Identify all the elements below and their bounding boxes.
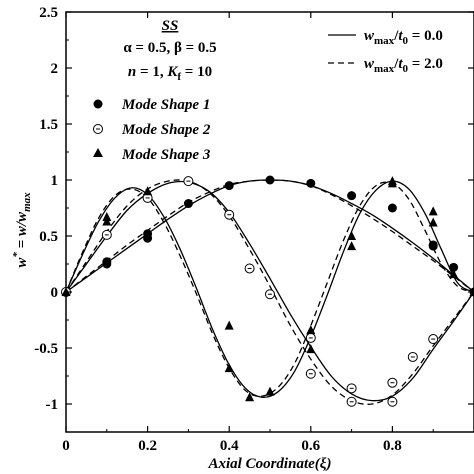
series-lines	[66, 179, 474, 405]
mode-2-point	[265, 289, 275, 300]
mode-3-solid-line	[66, 180, 474, 399]
mode-3-point-alt	[102, 216, 112, 226]
legend-dashed-label: wmax/t0 = 2.0	[364, 56, 443, 75]
mode-3-point	[347, 241, 357, 251]
series-markers	[61, 175, 474, 407]
mode-2-dashed-line	[66, 179, 474, 405]
mode-1-dashed-line	[66, 179, 474, 293]
mode-2-point	[183, 176, 194, 187]
mode-2-point	[346, 383, 357, 394]
mode-2-point	[407, 351, 418, 362]
mode-2-point	[305, 332, 316, 343]
y-tick-label: -1	[46, 397, 59, 413]
x-axis-label: Axial Coordinate(ξ)	[208, 456, 332, 472]
y-axis-label: w* = w/wmax	[11, 192, 33, 268]
legend-filled-circle-icon	[93, 99, 103, 109]
mode-3-point-alt	[224, 320, 234, 330]
x-axis-ticks: 0 0.2 0.4 0.6 0.8	[62, 12, 434, 454]
x-tick-label: 0.2	[138, 438, 157, 454]
mode-1-point	[306, 178, 316, 188]
mode-3-point	[449, 269, 459, 279]
mode-2-point	[244, 263, 255, 274]
mode-3-point	[428, 206, 438, 216]
mode-2-point-alt	[387, 396, 398, 407]
mode-2-point	[224, 209, 235, 220]
mode-3-point-alt	[428, 217, 438, 227]
y-tick-label: 1.5	[39, 117, 58, 133]
y-tick-label: 0.5	[39, 229, 58, 245]
mode-1-point	[347, 191, 357, 201]
mode-1-point-alt	[449, 262, 459, 272]
legend-solid-label: wmax/t0 = 0.0	[364, 28, 443, 47]
x-tick-label: 0.8	[383, 438, 402, 454]
mode-1-point	[387, 203, 397, 213]
mode-1-point	[183, 199, 193, 209]
y-tick-label: 2	[51, 61, 59, 77]
mode-3-point	[265, 386, 275, 396]
mode-2-solid-line	[66, 180, 474, 402]
annotation-title: SS	[162, 18, 179, 34]
mode-3-point-alt	[245, 392, 255, 402]
mode-3-point	[306, 344, 316, 354]
annotation-block: SS α = 0.5, β = 0.5 n = 1, Kf = 10	[123, 18, 216, 83]
mode-3-point-alt	[387, 178, 397, 188]
y-tick-label: -0.5	[34, 341, 58, 357]
mode-2-point	[387, 377, 398, 388]
mode-1-solid-line	[66, 179, 474, 293]
y-axis-ticks: -1 -0.5 0 0.5 1 1.5 2 2.5	[34, 5, 474, 433]
legend-triangle-icon	[93, 148, 103, 157]
mode-1-point-alt	[143, 233, 153, 243]
annotation-line-2: n = 1, Kf = 10	[128, 64, 212, 83]
line-legend: wmax/t0 = 0.0 wmax/t0 = 2.0	[328, 28, 443, 75]
y-tick-label: 2.5	[39, 5, 58, 21]
legend-mode-1-label: Mode Shape 1	[121, 97, 210, 113]
legend-mode-2-label: Mode Shape 2	[121, 122, 211, 138]
mode-3-point-alt	[306, 325, 316, 335]
mode-1-point	[224, 181, 234, 191]
mode-2-point	[101, 229, 112, 240]
annotation-line-1: α = 0.5, β = 0.5	[123, 40, 216, 56]
marker-legend: Mode Shape 1 Mode Shape 2 Mode Shape 3	[93, 97, 211, 163]
mode-2-point-alt	[346, 396, 357, 407]
legend-mode-3-label: Mode Shape 3	[121, 147, 211, 163]
mode-3-point	[224, 363, 234, 373]
mode-2-point-alt	[305, 368, 316, 379]
mode-2-point	[428, 334, 439, 345]
mode-3-point-alt	[347, 231, 357, 240]
mode-3-point	[143, 186, 153, 196]
x-tick-label: 0.4	[220, 438, 239, 454]
mode-3-dashed-line	[66, 181, 474, 397]
y-tick-label: 0	[51, 285, 59, 301]
mode-1-point	[265, 175, 275, 185]
x-tick-label: 0	[62, 438, 70, 454]
y-tick-label: 1	[51, 173, 59, 189]
mode-1-point-alt	[428, 240, 438, 250]
x-tick-label: 0.6	[301, 438, 320, 454]
mode-1-point-alt	[102, 259, 112, 269]
